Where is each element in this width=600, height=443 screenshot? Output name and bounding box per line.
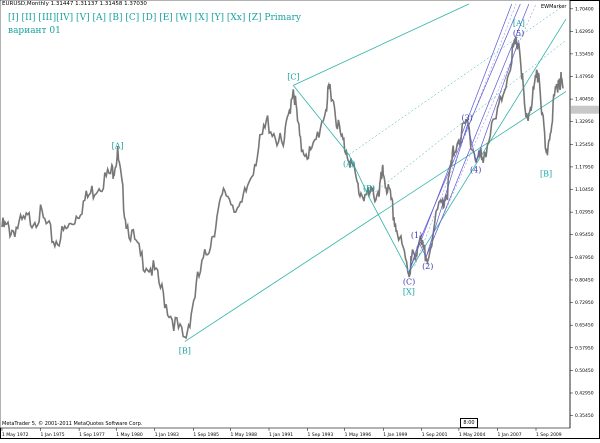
variant-label: вариант 01 (8, 26, 61, 36)
wave-degree-menu[interactable]: [I] [II] [III][IV] [V] [A] [B] [C] [D] [… (8, 13, 301, 23)
x-tick-label: 1 May 1972 (2, 432, 29, 438)
x-tick-label: 1 Sep 1993 (308, 432, 334, 438)
plot-area (0, 0, 571, 429)
y-tick-label: 0.35450 (575, 413, 594, 419)
x-tick-label: 1 May 1988 (230, 432, 257, 438)
wave-connector-line (292, 85, 410, 273)
fork-line-4 (414, 3, 517, 267)
wave-label[interactable]: (4) (470, 166, 481, 175)
symbol-info: EURUSD,Monthly 1.31447 1.31137 1.31458 1… (2, 1, 147, 7)
wave-label[interactable]: (A) (343, 160, 355, 169)
wave-label[interactable]: (1) (411, 231, 422, 240)
wave-label[interactable]: [A] (513, 19, 525, 28)
x-tick-label: 1 May 2004 (459, 432, 486, 438)
wave-label[interactable]: (5) (513, 29, 524, 38)
y-tick-label: 1.17950 (575, 164, 594, 170)
y-tick-label: 1.40450 (575, 97, 594, 103)
timeframe-box[interactable]: 8:00 (460, 418, 478, 428)
x-tick-label: 1 Jan 1999 (383, 432, 407, 438)
y-tick-label: 0.87950 (575, 255, 594, 261)
current-price-marker (571, 105, 599, 114)
y-tick-label: 1.70400 (575, 6, 594, 12)
x-tick-label: 1 Jan 1983 (155, 432, 179, 438)
y-tick-label: 0.95450 (575, 232, 594, 238)
y-tick-label: 1.02950 (575, 210, 594, 216)
wave-label[interactable]: (3) (461, 114, 472, 123)
wave-label[interactable]: (2) (422, 262, 433, 271)
y-tick-label: 0.50450 (575, 368, 594, 374)
indicator-name: EWMarker (541, 4, 567, 10)
x-tick-label: 1 Jan 2007 (497, 432, 521, 438)
y-tick-label: 0.80450 (575, 277, 594, 283)
wave-label[interactable]: [X] (403, 287, 415, 296)
channel-lower-line (184, 91, 567, 342)
impulse-connector-line (408, 40, 520, 273)
price-series-line (1, 36, 564, 340)
x-tick-label: 1 Sep 1985 (193, 432, 219, 438)
y-tick-label: 0.42950 (575, 390, 594, 396)
x-tick-label: 1 Jan 1975 (41, 432, 65, 438)
x-tick-label: 1 Sep 2009 (536, 432, 562, 438)
wave-label[interactable]: [A] (112, 142, 124, 151)
y-tick-label: 1.25450 (575, 142, 594, 148)
channel-mid-line (348, 3, 567, 155)
x-tick-label: 1 Sep 2001 (422, 432, 448, 438)
wave-label[interactable]: [B] (179, 347, 191, 356)
wave-label[interactable]: [B] (540, 170, 552, 179)
x-tick-label: 1 May 1996 (345, 432, 372, 438)
copyright-text: MetaTrader 5, © 2001-2011 MetaQuotes Sof… (2, 421, 143, 427)
wave-label[interactable]: (C) (403, 277, 415, 286)
y-tick-label: 0.57950 (575, 345, 594, 351)
x-tick-label: 1 Jan 1991 (269, 432, 293, 438)
y-tick-label: 1.55450 (575, 51, 594, 57)
channel-upper-line (293, 3, 470, 86)
fork-line-2 (418, 3, 521, 243)
y-tick-label: 1.47950 (575, 74, 594, 80)
y-tick-label: 1.62950 (575, 29, 594, 35)
y-tick-label: 1.32950 (575, 119, 594, 125)
x-tick-label: 1 Sep 1977 (79, 432, 105, 438)
y-tick-label: 0.72950 (575, 300, 594, 306)
wave-label[interactable]: (B) (363, 184, 375, 193)
y-tick-label: 1.10450 (575, 187, 594, 193)
x-tick-label: 1 May 1980 (116, 432, 143, 438)
y-tick-label: 0.65450 (575, 323, 594, 329)
wave-label[interactable]: [C] (287, 72, 299, 81)
